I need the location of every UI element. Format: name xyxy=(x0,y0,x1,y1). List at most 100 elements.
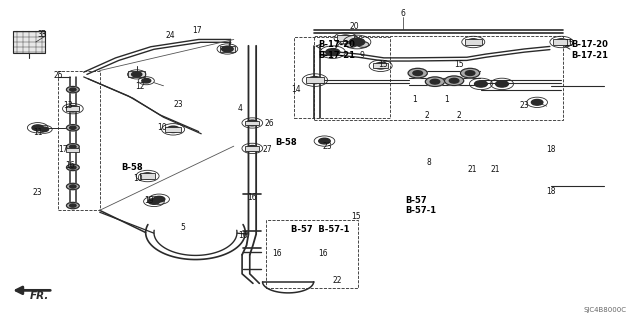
Text: 23: 23 xyxy=(520,101,529,110)
Text: 20: 20 xyxy=(349,22,358,31)
Text: 10: 10 xyxy=(133,174,143,183)
Text: 3: 3 xyxy=(40,30,45,39)
Circle shape xyxy=(349,38,365,46)
Circle shape xyxy=(445,76,464,85)
Text: 16: 16 xyxy=(247,193,257,202)
Bar xyxy=(245,146,259,151)
Circle shape xyxy=(154,196,165,202)
Text: 22: 22 xyxy=(333,276,342,285)
Text: FR.: FR. xyxy=(29,291,49,301)
Text: 23: 23 xyxy=(173,100,183,109)
Text: B-57  B-57-1: B-57 B-57-1 xyxy=(291,225,350,234)
Text: 5: 5 xyxy=(180,223,185,232)
Bar xyxy=(245,121,259,125)
Circle shape xyxy=(346,42,356,47)
Bar xyxy=(13,31,45,53)
Circle shape xyxy=(531,100,543,105)
Text: 15: 15 xyxy=(378,60,387,69)
Circle shape xyxy=(132,72,142,77)
Bar xyxy=(67,148,79,152)
Text: 16: 16 xyxy=(318,249,328,258)
Text: 15: 15 xyxy=(351,212,361,221)
Text: 21: 21 xyxy=(467,165,477,174)
Text: 16: 16 xyxy=(65,161,74,170)
Text: 13: 13 xyxy=(63,101,72,110)
Text: SJC4B8000C: SJC4B8000C xyxy=(584,307,627,313)
Text: 11: 11 xyxy=(33,128,42,137)
Bar xyxy=(220,46,235,52)
Text: 15: 15 xyxy=(564,39,574,48)
Bar xyxy=(166,127,180,132)
Text: B-58: B-58 xyxy=(121,163,142,172)
Text: 16: 16 xyxy=(272,249,282,258)
Circle shape xyxy=(430,79,440,84)
Text: 9: 9 xyxy=(359,51,364,60)
Text: 23: 23 xyxy=(33,188,42,197)
Text: 15: 15 xyxy=(454,60,464,69)
Circle shape xyxy=(67,86,79,93)
Text: 18: 18 xyxy=(547,145,556,154)
Circle shape xyxy=(319,138,330,144)
Text: 19: 19 xyxy=(144,196,154,205)
Circle shape xyxy=(308,77,322,84)
Circle shape xyxy=(449,78,459,83)
Circle shape xyxy=(67,183,79,190)
Text: 18: 18 xyxy=(547,187,556,197)
Circle shape xyxy=(339,35,352,41)
Bar xyxy=(373,63,388,69)
Circle shape xyxy=(465,71,475,76)
Circle shape xyxy=(67,144,79,150)
Bar xyxy=(129,71,145,77)
Text: 4: 4 xyxy=(237,104,243,113)
Circle shape xyxy=(148,198,160,204)
Circle shape xyxy=(142,78,151,83)
Text: 17: 17 xyxy=(58,145,68,154)
Bar xyxy=(337,35,354,41)
Bar xyxy=(306,77,324,83)
Circle shape xyxy=(70,185,76,188)
Circle shape xyxy=(67,106,79,112)
Bar xyxy=(67,107,79,111)
Text: B-58: B-58 xyxy=(275,137,297,146)
Text: 23: 23 xyxy=(323,142,332,151)
Text: 10: 10 xyxy=(157,123,167,132)
Circle shape xyxy=(70,204,76,207)
Text: B-17-20
B-17-21: B-17-20 B-17-21 xyxy=(571,40,608,60)
Circle shape xyxy=(67,164,79,171)
Circle shape xyxy=(413,71,422,76)
Circle shape xyxy=(67,202,79,209)
Text: 27: 27 xyxy=(263,145,273,154)
Circle shape xyxy=(141,173,154,179)
Circle shape xyxy=(32,125,44,130)
Circle shape xyxy=(70,126,76,129)
Text: 2: 2 xyxy=(457,111,461,120)
Text: 3: 3 xyxy=(38,30,43,39)
Circle shape xyxy=(374,63,387,69)
Circle shape xyxy=(474,81,487,87)
Circle shape xyxy=(426,77,445,86)
Circle shape xyxy=(70,145,76,148)
Circle shape xyxy=(40,127,49,131)
Circle shape xyxy=(408,68,428,78)
Circle shape xyxy=(67,124,79,131)
Circle shape xyxy=(326,49,340,56)
Text: B-17-20
B-17-21: B-17-20 B-17-21 xyxy=(318,40,355,60)
Circle shape xyxy=(461,68,479,78)
Text: 21: 21 xyxy=(491,165,500,174)
Circle shape xyxy=(246,120,258,126)
Text: 12: 12 xyxy=(135,82,145,91)
Circle shape xyxy=(555,39,568,45)
Circle shape xyxy=(167,126,179,132)
Circle shape xyxy=(67,106,79,112)
Circle shape xyxy=(246,145,258,151)
Bar xyxy=(553,39,570,45)
Circle shape xyxy=(467,39,479,45)
Text: 6: 6 xyxy=(401,9,406,18)
Circle shape xyxy=(221,46,233,52)
Text: 17: 17 xyxy=(193,26,202,35)
Circle shape xyxy=(70,166,76,169)
Text: 16: 16 xyxy=(239,231,248,240)
Circle shape xyxy=(495,81,508,87)
Bar xyxy=(140,173,156,179)
Text: 8: 8 xyxy=(426,158,431,167)
